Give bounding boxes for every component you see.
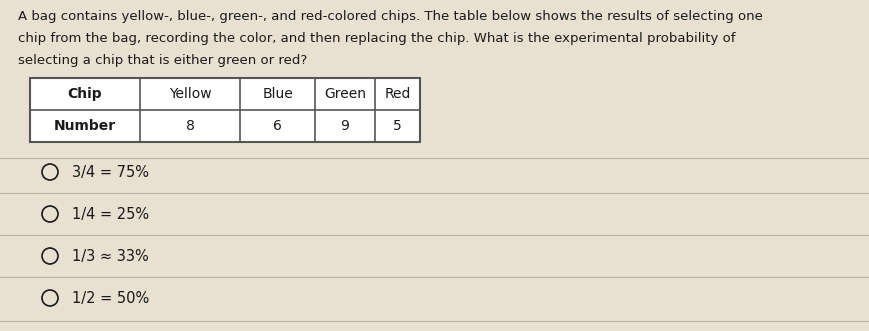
Text: 6: 6 [273, 119, 282, 133]
Text: Green: Green [324, 87, 366, 101]
Text: selecting a chip that is either green or red?: selecting a chip that is either green or… [18, 54, 308, 67]
Text: Chip: Chip [68, 87, 103, 101]
Text: Red: Red [384, 87, 411, 101]
Text: 9: 9 [341, 119, 349, 133]
Text: Number: Number [54, 119, 116, 133]
Text: 1/4 = 25%: 1/4 = 25% [72, 207, 149, 221]
Text: Blue: Blue [262, 87, 293, 101]
Text: Yellow: Yellow [169, 87, 211, 101]
Text: 3/4 = 75%: 3/4 = 75% [72, 165, 149, 179]
Text: A bag contains yellow-, blue-, green-, and red-colored chips. The table below sh: A bag contains yellow-, blue-, green-, a… [18, 10, 763, 23]
Text: 1/2 = 50%: 1/2 = 50% [72, 291, 149, 306]
Text: chip from the bag, recording the color, and then replacing the chip. What is the: chip from the bag, recording the color, … [18, 32, 735, 45]
Text: 1/3 ≈ 33%: 1/3 ≈ 33% [72, 249, 149, 263]
FancyBboxPatch shape [30, 78, 420, 142]
Text: 8: 8 [186, 119, 195, 133]
Text: 5: 5 [393, 119, 401, 133]
